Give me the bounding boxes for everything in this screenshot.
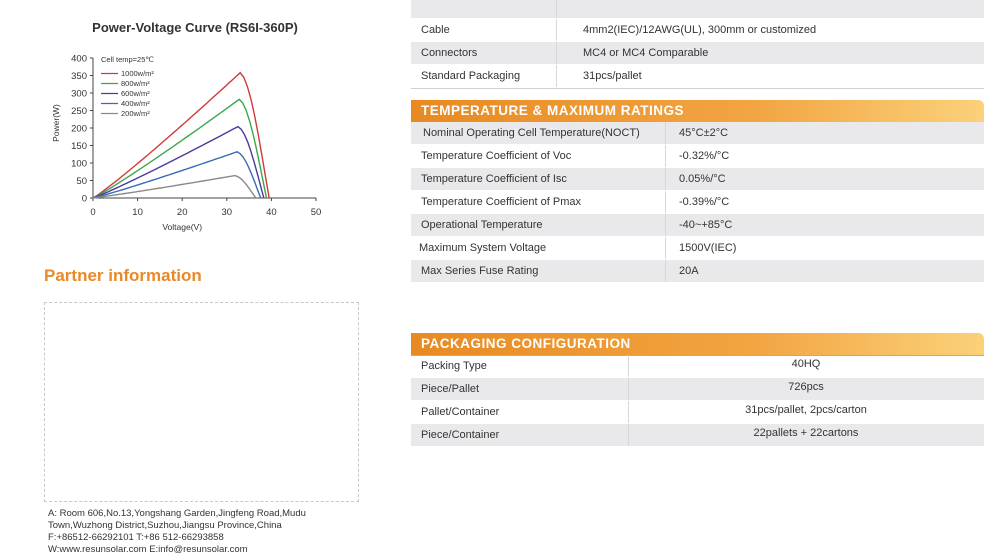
x-tick-label: 40 bbox=[266, 207, 277, 218]
row-value: 45°C±2°C bbox=[679, 127, 729, 139]
module-table: Cable 4mm2(IEC)/12AWG(UL), 300mm or cust… bbox=[411, 0, 984, 89]
y-tick-label: 100 bbox=[71, 159, 87, 170]
power-voltage-chart: 0 50 100 150 200 250 300 350 400 0 10 20 30 40 50 Volta… bbox=[51, 54, 322, 233]
legend-label: 400w/m² bbox=[121, 99, 150, 108]
legend-label: 200w/m² bbox=[121, 109, 150, 118]
partner-title: Partner information bbox=[44, 266, 202, 285]
row-value: 4mm2(IEC)/12AWG(UL), 300mm or customized bbox=[583, 24, 817, 36]
packaging-header: PACKAGING CONFIGURATION bbox=[411, 333, 984, 355]
x-tick-label: 0 bbox=[90, 207, 95, 218]
x-axis-label: Voltage(V) bbox=[162, 222, 202, 232]
row-key: Nominal Operating Cell Temperature(NOCT) bbox=[423, 127, 640, 139]
table-row: Packing Type 40HQ bbox=[411, 355, 984, 378]
table-row: Max Series Fuse Rating 20A bbox=[411, 260, 984, 283]
web-line: W:www.resunsolar.com E:info@resunsolar.c… bbox=[48, 544, 248, 555]
x-tick-label: 30 bbox=[222, 207, 233, 218]
y-tick-label: 200 bbox=[71, 124, 87, 135]
row-key: Temperature Coefficient of Isc bbox=[421, 173, 567, 185]
y-tick-label: 50 bbox=[76, 176, 87, 187]
table-row: Cable 4mm2(IEC)/12AWG(UL), 300mm or cust… bbox=[411, 19, 984, 42]
table-row: Temperature Coefficient of Pmax -0.39%/°C bbox=[411, 191, 984, 214]
row-key: Packing Type bbox=[421, 360, 487, 372]
row-key: Piece/Container bbox=[421, 429, 500, 441]
y-tick-label: 300 bbox=[71, 89, 87, 100]
address-line-2: Town,Wuzhong District,Suzhou,Jiangsu Pro… bbox=[48, 520, 282, 531]
table-row: Standard Packaging 31pcs/pallet bbox=[411, 65, 984, 88]
row-value: 0.05%/°C bbox=[679, 173, 726, 185]
row-key: Temperature Coefficient of Pmax bbox=[421, 196, 581, 208]
row-value: -0.39%/°C bbox=[679, 196, 730, 208]
legend-label: 600w/m² bbox=[121, 89, 150, 98]
y-axis-label: Power(W) bbox=[51, 104, 61, 142]
table-row: Operational Temperature -40~+85°C bbox=[411, 214, 984, 237]
x-tick-label: 10 bbox=[132, 207, 143, 218]
row-key: Standard Packaging bbox=[421, 70, 521, 82]
packaging-table: Packing Type 40HQ Piece/Pallet 726pcs Pall… bbox=[411, 355, 984, 447]
table-row: Connectors MC4 or MC4 Comparable bbox=[411, 42, 984, 65]
partner-box bbox=[44, 302, 359, 502]
y-tick-label: 250 bbox=[71, 106, 87, 117]
y-tick-label: 400 bbox=[71, 54, 87, 65]
row-value: 726pcs bbox=[788, 381, 824, 393]
row-value: 20A bbox=[679, 265, 699, 277]
contact-info: A: Room 606,No.13,Yongshang Garden,Jingf… bbox=[48, 508, 368, 556]
y-tick-label: 350 bbox=[71, 71, 87, 82]
table-row: Maximum System Voltage 1500V(IEC) bbox=[411, 237, 984, 260]
table-row: Temperature Coefficient of Voc -0.32%/°C bbox=[411, 145, 984, 168]
x-tick-label: 50 bbox=[311, 207, 322, 218]
row-value: 22pallets + 22cartons bbox=[753, 427, 859, 439]
row-value: -40~+85°C bbox=[679, 219, 733, 231]
table-row: Nominal Operating Cell Temperature(NOCT)… bbox=[411, 122, 984, 145]
row-key: Operational Temperature bbox=[421, 219, 543, 231]
series-line bbox=[92, 125, 265, 199]
row-key: Pallet/Container bbox=[421, 406, 500, 418]
temperature-table: Nominal Operating Cell Temperature(NOCT)… bbox=[411, 122, 984, 283]
row-value: 31pcs/pallet, 2pcs/carton bbox=[745, 404, 867, 416]
chart-title: Power-Voltage Curve (RS6I-360P) bbox=[92, 20, 298, 35]
y-tick-label: 150 bbox=[71, 141, 87, 152]
series-line bbox=[92, 151, 262, 199]
table-row: Temperature Coefficient of Isc 0.05%/°C bbox=[411, 168, 984, 191]
legend-label: 1000w/m² bbox=[121, 69, 154, 78]
x-tick-label: 20 bbox=[177, 207, 188, 218]
temperature-header: TEMPERATURE & MAXIMUM RATINGS bbox=[411, 100, 984, 122]
series-line bbox=[92, 71, 270, 199]
row-key: Maximum System Voltage bbox=[419, 242, 547, 254]
header-underline bbox=[411, 355, 984, 356]
row-value: 40HQ bbox=[791, 358, 821, 370]
phone-line: F:+86512-66292101 T:+86 512-66293858 bbox=[48, 532, 224, 543]
row-value: MC4 or MC4 Comparable bbox=[583, 47, 709, 59]
row-key: Piece/Pallet bbox=[421, 383, 480, 395]
table-row: Pallet/Container 31pcs/pallet, 2pcs/carto… bbox=[411, 401, 984, 424]
series-line bbox=[92, 174, 257, 199]
row-value: -0.32%/°C bbox=[679, 150, 730, 162]
table-row: Piece/Pallet 726pcs bbox=[411, 378, 984, 401]
y-tick-label: 0 bbox=[82, 194, 87, 205]
row-key: Max Series Fuse Rating bbox=[421, 265, 539, 277]
row-key: Temperature Coefficient of Voc bbox=[421, 150, 572, 162]
table-row bbox=[411, 0, 984, 19]
row-value: 1500V(IEC) bbox=[679, 242, 737, 254]
table-row: Piece/Container 22pallets + 22cartons bbox=[411, 424, 984, 447]
legend-label: 800w/m² bbox=[121, 79, 150, 88]
cell-temp-annotation: Cell temp=25℃ bbox=[101, 55, 154, 64]
row-key: Cable bbox=[421, 24, 450, 36]
row-key: Connectors bbox=[421, 47, 478, 59]
row-value: 31pcs/pallet bbox=[583, 70, 642, 82]
address-line-1: A: Room 606,No.13,Yongshang Garden,Jingf… bbox=[48, 508, 306, 519]
series-line bbox=[92, 98, 268, 199]
